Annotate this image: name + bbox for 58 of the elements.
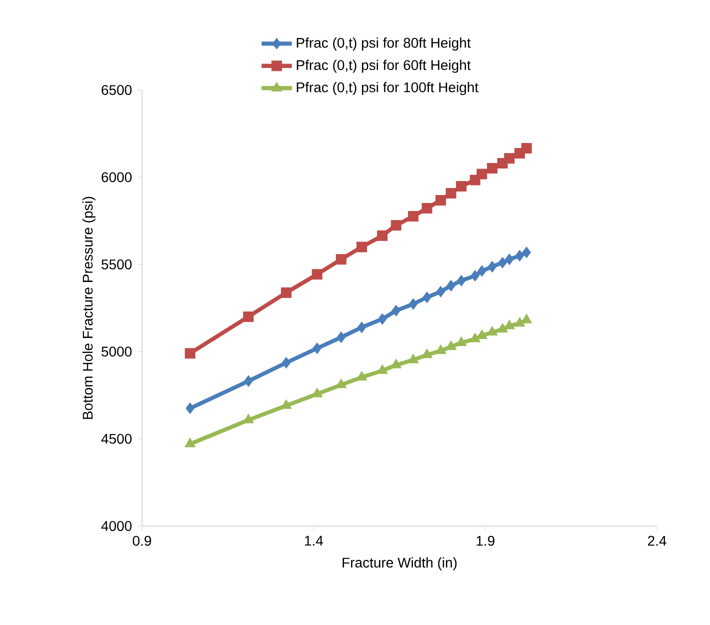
point bbox=[336, 254, 346, 265]
point bbox=[312, 269, 322, 280]
point bbox=[476, 168, 488, 180]
legend-label: Pfrac (0,t) psi for 60ft Height bbox=[296, 60, 471, 73]
point bbox=[435, 194, 446, 206]
point bbox=[470, 332, 480, 342]
x-tick-label: 0.9 bbox=[132, 536, 152, 546]
x-axis-title: Fracture Width (in) bbox=[342, 557, 457, 570]
y-tick-label: 4000 bbox=[101, 521, 132, 531]
point bbox=[336, 332, 346, 344]
point bbox=[515, 250, 524, 262]
point bbox=[478, 265, 486, 277]
point bbox=[312, 342, 322, 354]
y-tick-label: 5500 bbox=[102, 259, 132, 270]
y-tick-label: 6500 bbox=[102, 85, 132, 95]
point bbox=[514, 317, 526, 327]
point bbox=[378, 313, 387, 325]
x-tick-label: 1.9 bbox=[476, 536, 494, 546]
point bbox=[243, 311, 254, 322]
point bbox=[392, 304, 400, 316]
x-tick-label: 1.4 bbox=[305, 536, 323, 546]
y-tick-label: 4500 bbox=[101, 434, 132, 444]
point bbox=[282, 357, 291, 369]
point bbox=[422, 292, 432, 304]
point bbox=[488, 260, 497, 272]
point bbox=[446, 188, 456, 198]
y-tick-label: 5000 bbox=[102, 346, 132, 357]
point bbox=[497, 323, 508, 333]
point bbox=[522, 246, 531, 258]
point bbox=[456, 274, 466, 286]
point bbox=[184, 348, 196, 359]
point bbox=[356, 242, 367, 252]
point bbox=[456, 181, 467, 192]
point bbox=[244, 375, 253, 387]
point bbox=[436, 286, 446, 298]
point bbox=[498, 256, 507, 268]
x-tick-label: 2.4 bbox=[648, 536, 666, 546]
point bbox=[357, 322, 366, 334]
point bbox=[280, 287, 292, 298]
point bbox=[390, 220, 402, 231]
y-tick-label: 6000 bbox=[102, 172, 132, 182]
point bbox=[408, 354, 419, 364]
point bbox=[408, 211, 418, 222]
point bbox=[504, 254, 514, 266]
point bbox=[470, 270, 480, 282]
legend-label: Pfrac (0,t) psi for 80ft Height bbox=[296, 38, 471, 51]
point bbox=[408, 298, 418, 310]
y-axis-title: Bottom Hole Fracture Pressure (psi) bbox=[82, 196, 96, 419]
point bbox=[521, 143, 532, 154]
point bbox=[446, 280, 456, 292]
point bbox=[521, 314, 532, 324]
point bbox=[184, 438, 196, 448]
legend-label: Pfrac (0,t) psi for 100ft Height bbox=[296, 82, 478, 96]
point bbox=[422, 202, 432, 214]
point bbox=[486, 163, 498, 174]
point bbox=[422, 348, 432, 358]
point bbox=[377, 230, 388, 241]
point bbox=[504, 153, 515, 164]
